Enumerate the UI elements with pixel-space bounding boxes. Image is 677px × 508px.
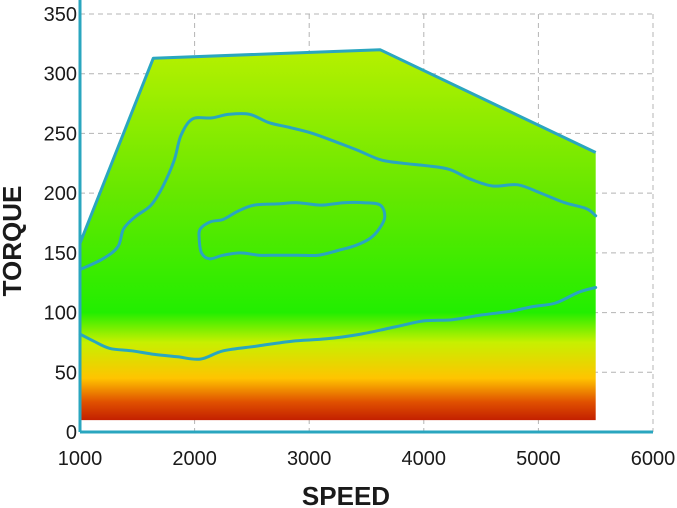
y-axis-title: TORQUE [0,186,27,297]
efficiency-contours [78,112,598,361]
contour-line-3 [78,286,598,361]
y-tick-label: 300 [44,64,77,86]
contour-line-1 [78,112,598,272]
x-axis-title: SPEED [302,481,390,508]
x-tick-label: 1000 [58,448,103,470]
y-tick-label: 200 [44,183,77,205]
y-tick-label: 250 [44,123,77,145]
x-tick-label: 5000 [516,448,561,470]
contour-line-2 [197,200,387,261]
x-tick-label: 3000 [287,448,332,470]
x-tick-label: 6000 [631,448,676,470]
y-tick-label: 100 [44,303,77,325]
y-tick-label: 50 [55,362,77,384]
x-tick-label: 2000 [172,448,217,470]
y-tick-label: 150 [44,243,77,265]
y-tick-label: 350 [44,4,77,26]
x-tick-label: 4000 [402,448,447,470]
operating-envelope-fill [80,49,596,421]
y-tick-label: 0 [66,422,77,444]
envelope-outline [78,48,597,244]
axis-ticks: 1000 2000 3000 4000 5000 6000 0 50 100 150 200 250 3… [44,4,676,470]
